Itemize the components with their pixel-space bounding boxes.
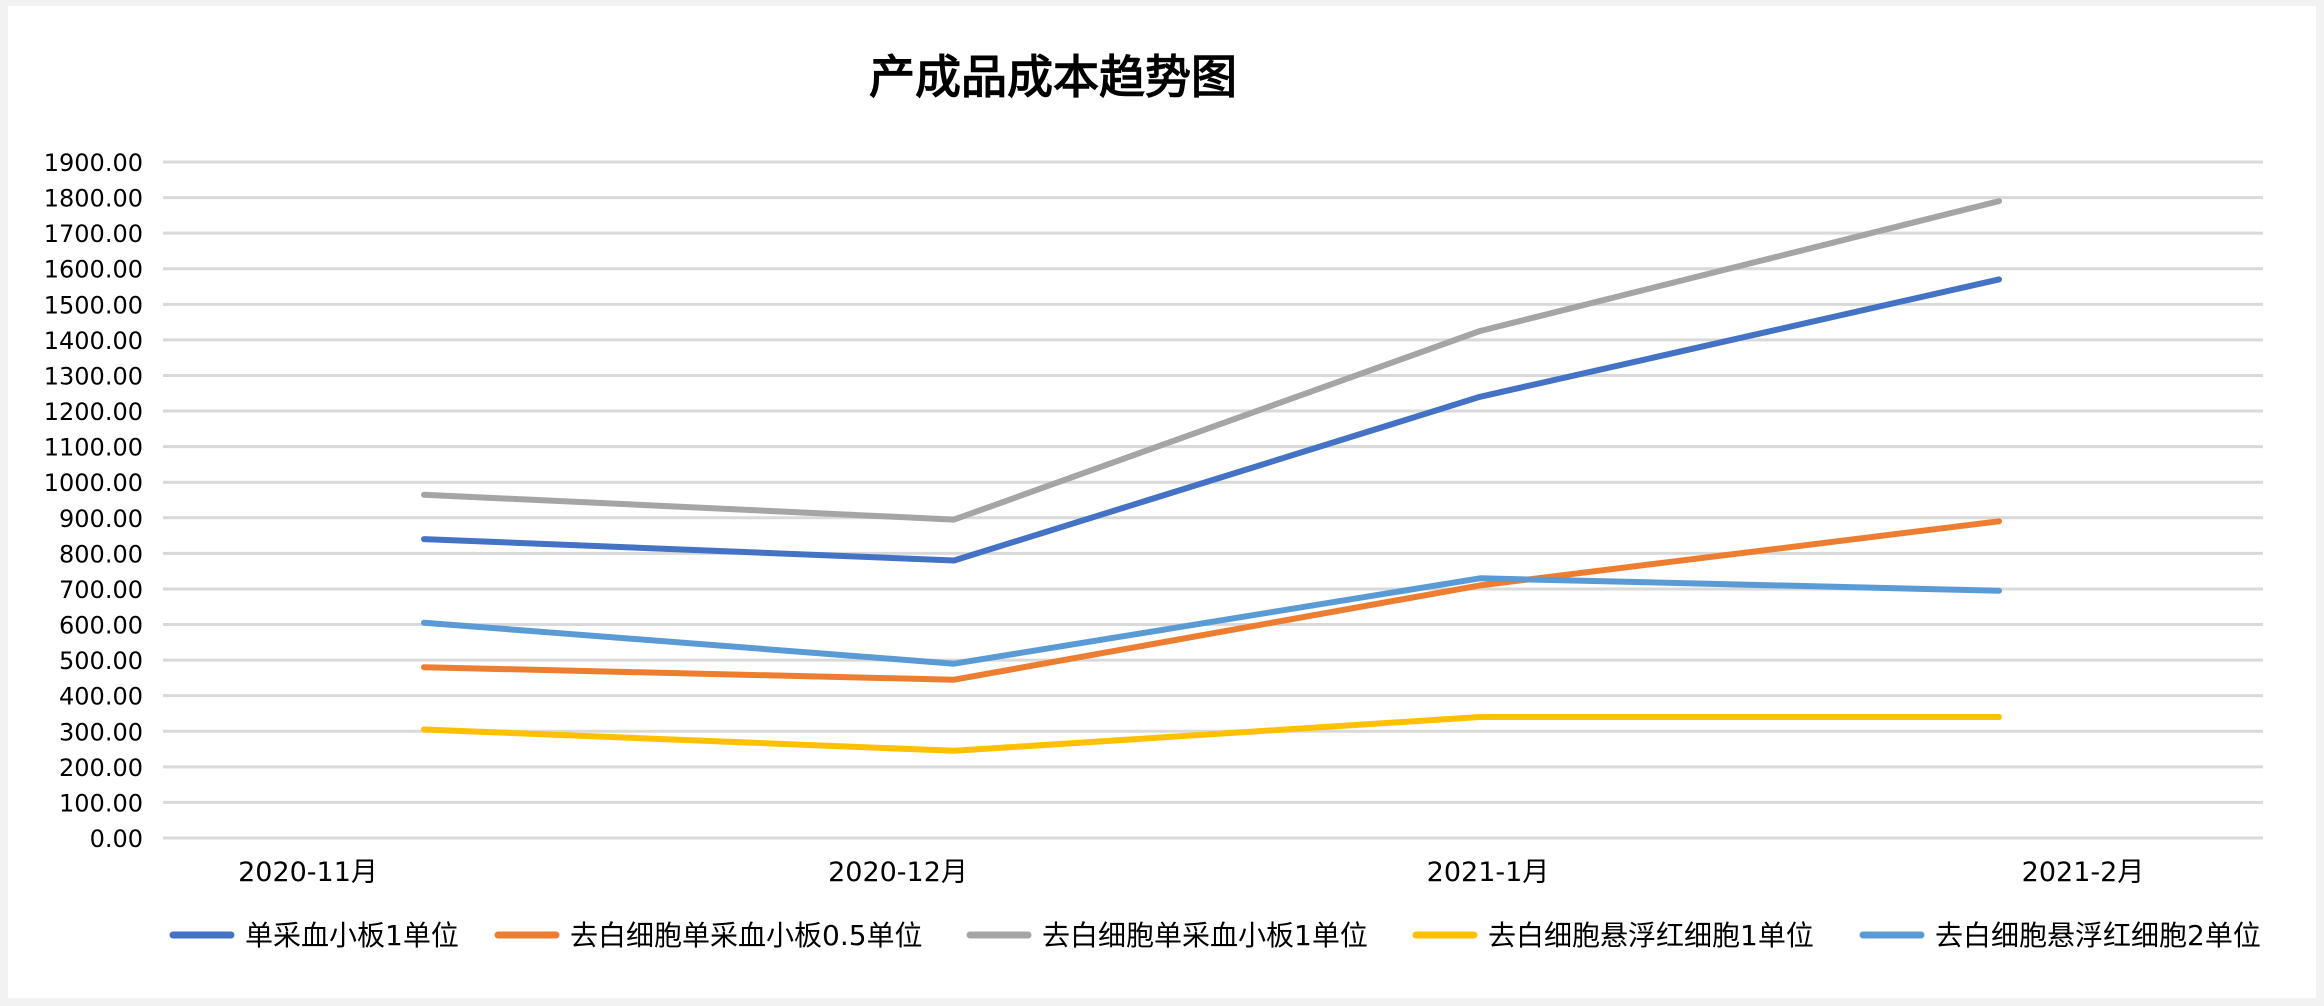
y-tick-label: 700.00 [59, 576, 143, 604]
series-line-4 [421, 714, 2002, 754]
y-tick-label: 1600.00 [44, 256, 143, 284]
legend-item: 去白细胞单采血小板1单位 [966, 919, 1368, 952]
chart-card: 产成品成本趋势图 0.00 100.00 200.00 300.00 400.00 500… [8, 6, 2316, 998]
x-tick-label: 2020-11月 [238, 857, 378, 888]
x-tick-label: 2021-2月 [2022, 857, 2145, 888]
legend-label: 去白细胞单采血小板0.5单位 [570, 919, 923, 952]
y-tick-label: 1400.00 [44, 327, 143, 355]
y-tick-label: 100.00 [59, 789, 143, 817]
y-tick-label: 1500.00 [44, 291, 143, 319]
legend-item: 单采血小板1单位 [169, 919, 459, 952]
line-chart: 产成品成本趋势图 0.00 100.00 200.00 300.00 400.00 500… [44, 50, 2263, 952]
chart-title: 产成品成本趋势图 [869, 50, 1237, 104]
y-tick-label: 600.00 [59, 612, 143, 640]
series-lines [421, 198, 2002, 754]
y-tick-label: 900.00 [59, 505, 143, 533]
x-axis-tick-labels: 2020-11月 2020-12月 2021-1月 2021-2月 [238, 857, 2144, 888]
y-tick-label: 800.00 [59, 540, 143, 568]
legend-label: 去白细胞悬浮红细胞1单位 [1488, 919, 1814, 952]
series-line-1 [421, 276, 2002, 564]
y-tick-label: 1700.00 [44, 220, 143, 248]
y-tick-label: 1900.00 [44, 149, 143, 177]
x-tick-label: 2021-1月 [1427, 857, 1550, 888]
gridlines [163, 160, 2263, 840]
series-line-5 [421, 575, 2002, 667]
y-tick-label: 1300.00 [44, 362, 143, 390]
y-tick-label: 1200.00 [44, 398, 143, 426]
y-tick-label: 1000.00 [44, 469, 143, 497]
y-tick-label: 300.00 [59, 718, 143, 746]
y-tick-label: 400.00 [59, 683, 143, 711]
legend: 单采血小板1单位 去白细胞单采血小板0.5单位 去白细胞单采血小板1单位 去白细胞悬浮… [169, 919, 2261, 952]
y-tick-label: 500.00 [59, 647, 143, 675]
series-line-3 [421, 198, 2002, 523]
legend-label: 单采血小板1单位 [245, 919, 459, 952]
y-tick-label: 1800.00 [44, 185, 143, 213]
y-tick-label: 0.00 [90, 825, 143, 853]
x-tick-label: 2020-12月 [828, 857, 968, 888]
series-line-2 [421, 518, 2002, 683]
y-tick-label: 200.00 [59, 754, 143, 782]
y-tick-label: 1100.00 [44, 434, 143, 462]
legend-item: 去白细胞单采血小板0.5单位 [494, 919, 923, 952]
legend-item: 去白细胞悬浮红细胞1单位 [1412, 919, 1814, 952]
legend-item: 去白细胞悬浮红细胞2单位 [1859, 919, 2261, 952]
legend-label: 去白细胞悬浮红细胞2单位 [1935, 919, 2261, 952]
legend-label: 去白细胞单采血小板1单位 [1042, 919, 1368, 952]
y-axis-tick-labels: 0.00 100.00 200.00 300.00 400.00 500.00 600.00… [44, 149, 143, 853]
